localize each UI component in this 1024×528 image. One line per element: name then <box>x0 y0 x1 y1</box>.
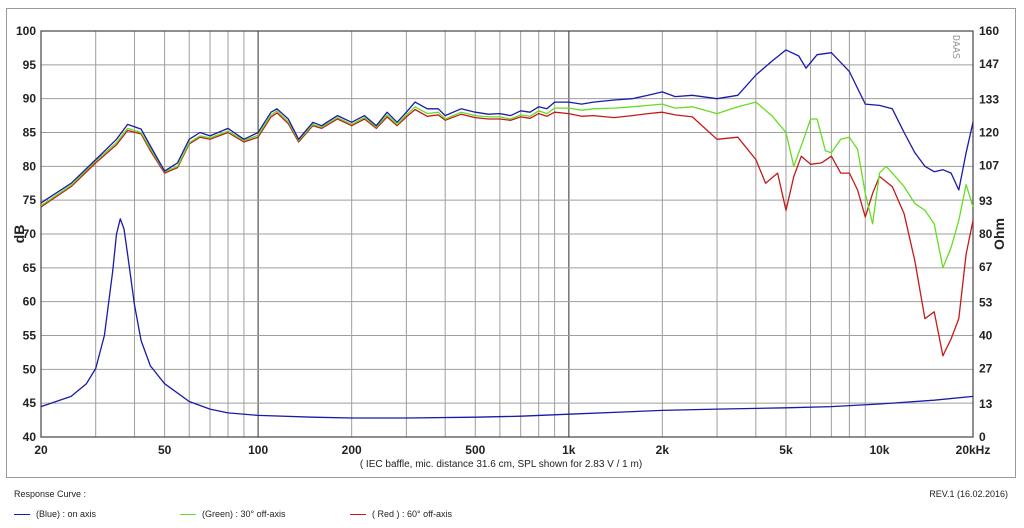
x-tick-label: 20 <box>34 443 48 457</box>
y-tick-label: 65 <box>23 261 37 275</box>
x-tick-label: 5k <box>779 443 793 457</box>
legend-label-green: (Green) : 30° off-axis <box>202 509 286 519</box>
legend-item-blue: (Blue) : on axis <box>14 509 96 519</box>
series-on-axis <box>40 49 974 204</box>
y2-tick-label: 40 <box>979 329 993 343</box>
y2-tick-label: 13 <box>979 397 993 411</box>
y2-tick-label: 93 <box>979 194 993 208</box>
x-tick-label: 2k <box>656 443 670 457</box>
section-label: Response Curve : <box>14 489 87 499</box>
y2-tick-label: 27 <box>979 361 993 375</box>
legend-swatch-green <box>180 513 196 515</box>
y2-tick-label: 0 <box>979 430 986 444</box>
legend-swatch-blue <box>14 513 30 515</box>
y-axis-title: dB <box>11 225 27 244</box>
grid <box>40 30 974 438</box>
x-tick-label: 20kHz <box>956 443 991 457</box>
x-tick-label: 500 <box>465 443 485 457</box>
y-tick-label: 60 <box>23 295 37 309</box>
y-tick-label: 85 <box>23 126 37 140</box>
x-tick-label: 50 <box>158 443 172 457</box>
y-tick-label: 80 <box>23 159 37 173</box>
tick-labels: 100 95 90 85 80 75 70 65 60 55 50 45 40 160 147 133 120 1… <box>16 24 999 457</box>
legend-item-green: (Green) : 30° off-axis <box>180 509 285 519</box>
y-tick-label: 95 <box>23 58 37 72</box>
chart-caption: ( IEC baffle, mic. distance 31.6 cm, SPL… <box>360 459 642 470</box>
y-tick-label: 90 <box>23 92 37 106</box>
y2-tick-label: 160 <box>979 24 999 38</box>
x-tick-label: 200 <box>342 443 362 457</box>
legend-label-red: ( Red ) : 60° off-axis <box>372 509 452 519</box>
y-tick-label: 50 <box>23 362 37 376</box>
revision-label: REV.1 (16.02.2016) <box>929 489 1008 499</box>
x-tick-label: 100 <box>248 443 268 457</box>
series-30-off-axis <box>40 101 974 269</box>
plot-area-border <box>40 30 974 438</box>
series-60-off-axis <box>40 108 974 357</box>
y2-tick-label: 80 <box>979 227 993 241</box>
y2-tick-label: 53 <box>979 296 993 310</box>
frequency-response-chart: 100 95 90 85 80 75 70 65 60 55 50 45 40 160 147 133 120 1… <box>11 24 1007 470</box>
y-tick-label: 100 <box>16 24 36 38</box>
y2-axis-title: Ohm <box>991 218 1007 250</box>
x-tick-label: 1k <box>562 443 576 457</box>
legend-swatch-red <box>350 513 366 515</box>
legend-label-blue: (Blue) : on axis <box>36 509 97 519</box>
y2-tick-label: 133 <box>979 93 999 107</box>
y-tick-label: 40 <box>23 430 37 444</box>
y-tick-label: 45 <box>23 396 37 410</box>
y2-tick-label: 147 <box>979 57 999 71</box>
watermark: DAAS <box>950 35 961 59</box>
chart-frame: 100 95 90 85 80 75 70 65 60 55 50 45 40 160 147 133 120 1… <box>6 8 1016 478</box>
y2-tick-label: 107 <box>979 158 999 172</box>
series-lines <box>40 49 974 419</box>
y2-tick-label: 67 <box>979 260 993 274</box>
legend-item-red: ( Red ) : 60° off-axis <box>350 509 452 519</box>
y-tick-label: 70 <box>23 227 37 241</box>
x-tick-label: 10k <box>869 443 889 457</box>
series-impedance <box>40 218 974 419</box>
y-tick-label: 75 <box>23 193 37 207</box>
y-tick-label: 55 <box>23 329 37 343</box>
y2-tick-label: 120 <box>979 126 999 140</box>
